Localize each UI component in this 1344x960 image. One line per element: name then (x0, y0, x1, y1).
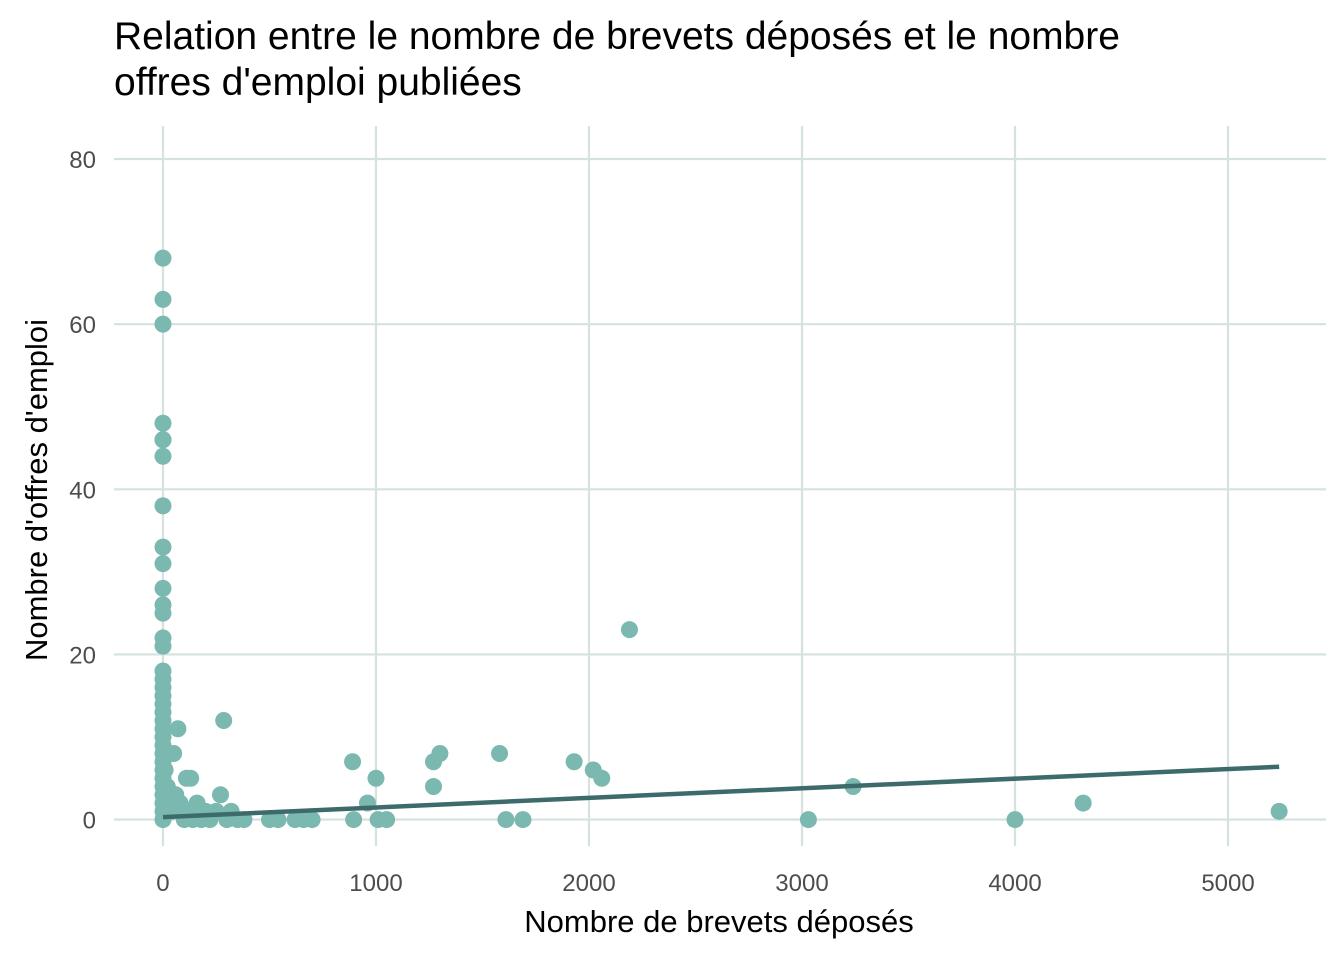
data-point (154, 579, 172, 597)
data-point (491, 745, 509, 763)
chart-title: Relation entre le nombre de brevets dépo… (114, 15, 1120, 104)
data-point (169, 720, 187, 738)
data-point (154, 290, 172, 308)
data-point (345, 811, 363, 829)
x-tick-label: 5000 (1201, 870, 1254, 897)
y-tick-label: 80 (69, 147, 96, 174)
data-point (154, 538, 172, 556)
data-point (154, 497, 172, 515)
y-tick-label: 40 (69, 477, 96, 504)
data-point (154, 249, 172, 267)
data-point (799, 811, 817, 829)
x-tick-label: 1000 (349, 870, 402, 897)
trend-line (162, 764, 1280, 820)
x-tick-label: 4000 (988, 870, 1041, 897)
data-point (303, 811, 321, 829)
data-point (182, 769, 200, 787)
data-point (154, 637, 172, 655)
data-point (620, 621, 638, 639)
data-point (212, 786, 230, 804)
data-point (154, 447, 172, 465)
data-point (425, 778, 443, 796)
x-tick-label: 3000 (775, 870, 828, 897)
data-point (165, 745, 183, 763)
data-points (154, 249, 1288, 829)
data-point (565, 753, 583, 771)
grid (114, 126, 1326, 846)
data-point (154, 604, 172, 622)
data-point (378, 811, 396, 829)
data-point (497, 811, 515, 829)
data-point (431, 745, 449, 763)
data-point (1006, 811, 1024, 829)
data-point (514, 811, 532, 829)
x-axis-ticks: 0 1000 2000 3000 4000 5000 (156, 870, 1254, 897)
data-point (154, 414, 172, 432)
y-axis-ticks: 0 20 40 60 80 (69, 147, 96, 835)
y-axis-title: Nombre d'offres d'emploi (19, 319, 54, 661)
x-tick-label: 2000 (562, 870, 615, 897)
data-point (154, 315, 172, 333)
data-point (367, 769, 385, 787)
x-axis-title: Nombre de brevets déposés (524, 904, 913, 939)
y-tick-label: 20 (69, 642, 96, 669)
data-point (156, 761, 174, 779)
data-point (344, 753, 362, 771)
data-point (1270, 802, 1288, 820)
data-point (154, 555, 172, 573)
trend-line-group (162, 764, 1280, 820)
y-tick-label: 0 (83, 808, 96, 835)
data-point (215, 711, 233, 729)
data-point (154, 431, 172, 449)
data-point (269, 811, 287, 829)
data-point (593, 769, 611, 787)
y-tick-label: 60 (69, 312, 96, 339)
x-tick-label: 0 (156, 870, 169, 897)
data-point (1074, 794, 1092, 812)
